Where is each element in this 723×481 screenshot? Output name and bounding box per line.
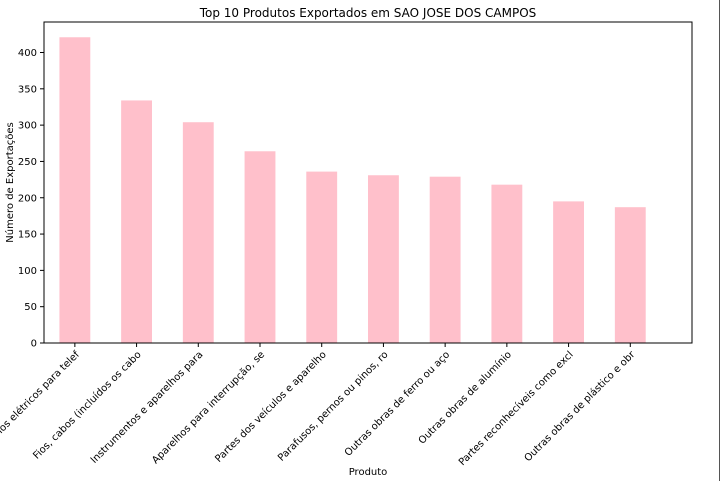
y-tick-label-250: 250 <box>18 157 37 168</box>
bar-9 <box>553 201 584 343</box>
x-tick-label-5: Partes dos veículos e aparelho <box>213 349 329 465</box>
plot-frame <box>43 21 693 344</box>
y-tick-label-300: 300 <box>18 121 37 132</box>
x-tick-label-3: Instrumentos e aparelhos para <box>89 349 206 466</box>
y-tick-label-100: 100 <box>18 266 37 277</box>
bar-1 <box>59 37 91 343</box>
y-tick-label-350: 350 <box>18 84 37 95</box>
bar-10 <box>614 207 646 343</box>
bar-4 <box>244 151 276 343</box>
bars-group <box>59 37 646 344</box>
bar-3 <box>182 122 214 343</box>
chart-title: Top 10 Produtos Exportados em SAO JOSE D… <box>199 6 537 20</box>
y-tick-label-400: 400 <box>18 48 37 59</box>
y-axis: 0 50 100 150 200 250 300 350 400 <box>18 48 44 350</box>
bar-8 <box>491 184 523 343</box>
y-tick-label-200: 200 <box>18 193 37 204</box>
bar-2 <box>121 100 152 344</box>
x-tick-label-6: Parafusos, pernos ou pinos, ro <box>276 349 390 463</box>
y-tick-label-50: 50 <box>24 302 37 313</box>
x-tick-label-9: Partes reconhecíveis como excl <box>456 349 575 468</box>
x-tick-label-4: Aparelhos para interrupção, se <box>150 349 267 466</box>
bar-7 <box>429 176 461 343</box>
x-tick-label-2: Fios, cabos (incluídos os cabo <box>31 349 144 462</box>
bar-5 <box>306 171 338 343</box>
x-axis-label: Produto <box>349 467 388 478</box>
y-tick-label-150: 150 <box>18 230 37 241</box>
x-tick-label-10: Outras obras de plástico e obr <box>522 348 638 464</box>
bar-6 <box>368 175 399 343</box>
y-axis-label: Número de Exportações <box>4 122 16 242</box>
window-edge <box>719 0 720 481</box>
y-tick-label-0: 0 <box>31 339 37 350</box>
x-tick-label-7: Outras obras de ferro ou aço <box>343 349 452 458</box>
